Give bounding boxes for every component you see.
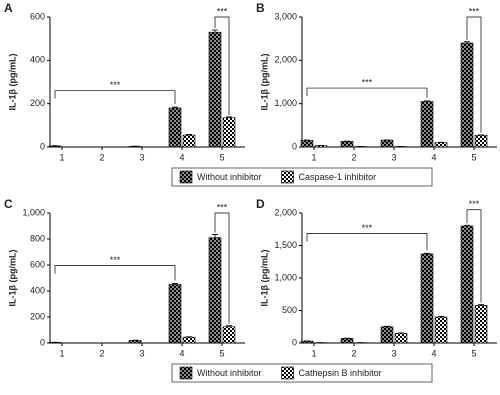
legend-swatch (282, 367, 294, 379)
significance-label: *** (362, 223, 373, 233)
x-tick-label: 2 (351, 152, 356, 162)
x-tick-label: 5 (219, 152, 224, 162)
x-tick-label: 3 (391, 152, 396, 162)
y-tick-label: 1,000 (274, 98, 297, 108)
x-tick-label: 4 (431, 152, 436, 162)
bar (183, 135, 195, 147)
error-bar (212, 30, 218, 32)
significance-bracket (307, 233, 427, 250)
bar (169, 285, 181, 344)
x-tick-label: 3 (139, 348, 144, 358)
significance-label: *** (110, 80, 121, 90)
x-tick-label: 2 (351, 348, 356, 358)
x-tick-label: 2 (99, 348, 104, 358)
x-tick-label: 1 (311, 348, 316, 358)
significance-label: *** (110, 255, 121, 265)
significance-bracket (55, 266, 175, 281)
bar (341, 141, 353, 147)
x-tick-label: 4 (431, 348, 436, 358)
y-tick-label: 200 (30, 311, 45, 321)
bar (223, 327, 235, 343)
significance-bracket (55, 91, 175, 104)
legend-swatch (180, 367, 192, 379)
y-axis-label: IL-1β (pg/mL) (7, 54, 17, 111)
y-tick-label: 3,000 (274, 11, 297, 21)
bar (435, 317, 447, 343)
bar (183, 337, 195, 343)
y-tick-label: 500 (282, 305, 297, 315)
y-axis-label: IL-1β (pg/mL) (259, 54, 269, 111)
legend-swatch (282, 171, 294, 183)
legend-label: Caspase-1 inhibitor (299, 172, 377, 182)
panel-label: C (4, 197, 13, 211)
panel-label: A (4, 1, 13, 15)
x-tick-label: 4 (179, 348, 184, 358)
y-tick-label: 0 (292, 337, 297, 347)
x-tick-label: 4 (179, 152, 184, 162)
y-tick-label: 200 (30, 98, 45, 108)
y-tick-label: 600 (30, 259, 45, 269)
panel-label: D (256, 197, 265, 211)
x-tick-label: 3 (391, 348, 396, 358)
bar (381, 140, 393, 147)
bar (475, 135, 487, 147)
bar (223, 118, 235, 147)
x-tick-label: 1 (59, 348, 64, 358)
significance-label: *** (217, 202, 228, 212)
bar (169, 108, 181, 147)
y-tick-label: 2,000 (274, 207, 297, 217)
bar (341, 338, 353, 343)
x-tick-label: 5 (471, 152, 476, 162)
y-tick-label: 400 (30, 55, 45, 65)
bar (129, 340, 141, 343)
y-tick-label: 800 (30, 233, 45, 243)
significance-bracket (307, 88, 427, 98)
panel-label: B (256, 1, 265, 15)
significance-label: *** (469, 6, 480, 16)
legend-label: Cathepsin B inhibitor (299, 368, 382, 378)
y-tick-label: 1,000 (274, 272, 297, 282)
x-tick-label: 1 (311, 152, 316, 162)
x-tick-label: 1 (59, 152, 64, 162)
bar (421, 254, 433, 343)
bar (435, 143, 447, 147)
y-axis-label: IL-1β (pg/mL) (259, 250, 269, 307)
error-bar (212, 234, 218, 237)
significance-label: *** (469, 199, 480, 209)
bar (209, 32, 221, 147)
bar (209, 238, 221, 343)
bar (461, 226, 473, 343)
x-tick-label: 3 (139, 152, 144, 162)
x-tick-label: 5 (219, 348, 224, 358)
y-tick-label: 400 (30, 285, 45, 295)
bar (395, 333, 407, 343)
significance-label: *** (217, 6, 228, 16)
x-tick-label: 2 (99, 152, 104, 162)
bar (301, 341, 313, 343)
bar (461, 43, 473, 147)
bar (421, 102, 433, 148)
bar (475, 305, 487, 343)
y-tick-label: 2,000 (274, 55, 297, 65)
y-tick-label: 0 (40, 337, 45, 347)
x-tick-label: 5 (471, 348, 476, 358)
y-tick-label: 1,500 (274, 240, 297, 250)
legend-swatch (180, 171, 192, 183)
y-tick-label: 1,000 (22, 207, 45, 217)
bar (301, 141, 313, 148)
y-tick-label: 0 (40, 141, 45, 151)
legend-label: Without inhibitor (197, 368, 262, 378)
significance-label: *** (362, 77, 373, 87)
bar (381, 327, 393, 343)
y-tick-label: 600 (30, 11, 45, 21)
y-axis-label: IL-1β (pg/mL) (7, 250, 17, 307)
legend-label: Without inhibitor (197, 172, 262, 182)
y-tick-label: 0 (292, 141, 297, 151)
